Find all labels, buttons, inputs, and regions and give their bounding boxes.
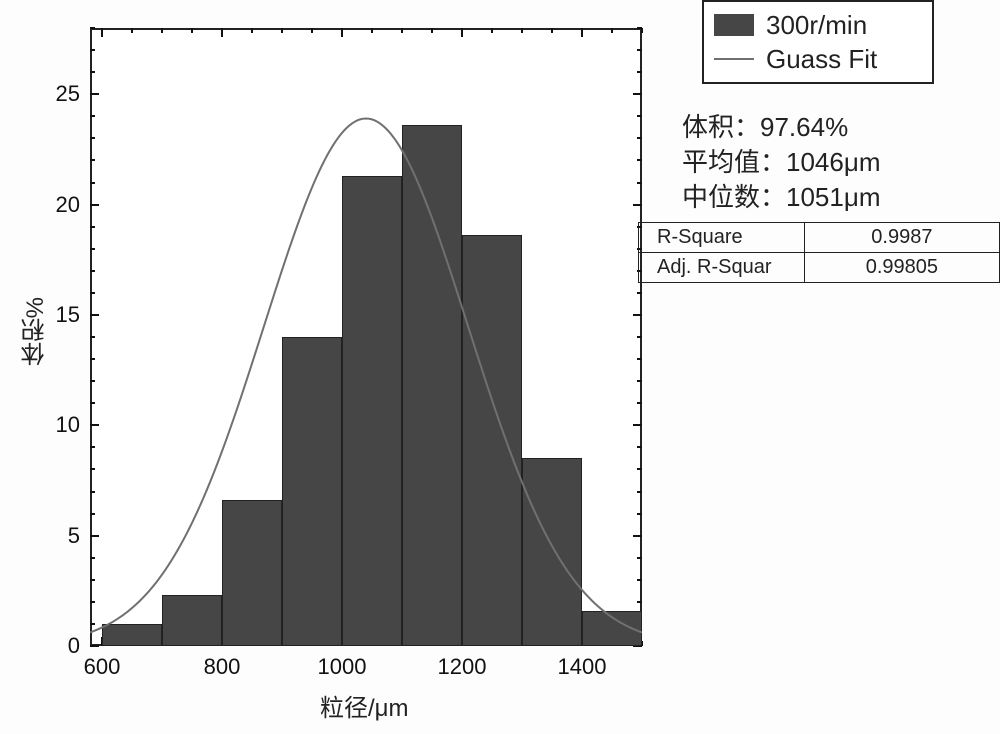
annotation-volume: 体积：97.64%: [682, 110, 880, 145]
legend-swatch-icon: [714, 14, 754, 36]
stat-key: R-Square: [639, 223, 805, 253]
legend-item: Guass Fit: [714, 42, 918, 76]
legend: 300r/minGuass Fit: [702, 0, 934, 84]
annotation-median: 中位数：1051μm: [682, 180, 880, 215]
legend-line-icon: [714, 58, 754, 60]
annotation-mean: 平均值：1046μm: [682, 145, 880, 180]
stat-key: Adj. R-Squar: [639, 253, 805, 283]
annotation-text: 体积：97.64% 平均值：1046μm 中位数：1051μm: [682, 110, 880, 214]
stat-value: 0.9987: [804, 223, 999, 253]
table-row: Adj. R-Squar0.99805: [639, 253, 1000, 283]
table-row: R-Square0.9987: [639, 223, 1000, 253]
legend-item: 300r/min: [714, 8, 918, 42]
histogram-chart: 体积% 粒径/μm 0510152025600800100012001400 3…: [0, 0, 1000, 734]
legend-label: 300r/min: [766, 10, 867, 41]
fit-stats-table: R-Square0.9987Adj. R-Squar0.99805: [638, 222, 1000, 283]
stat-value: 0.99805: [804, 253, 999, 283]
legend-label: Guass Fit: [766, 44, 877, 75]
